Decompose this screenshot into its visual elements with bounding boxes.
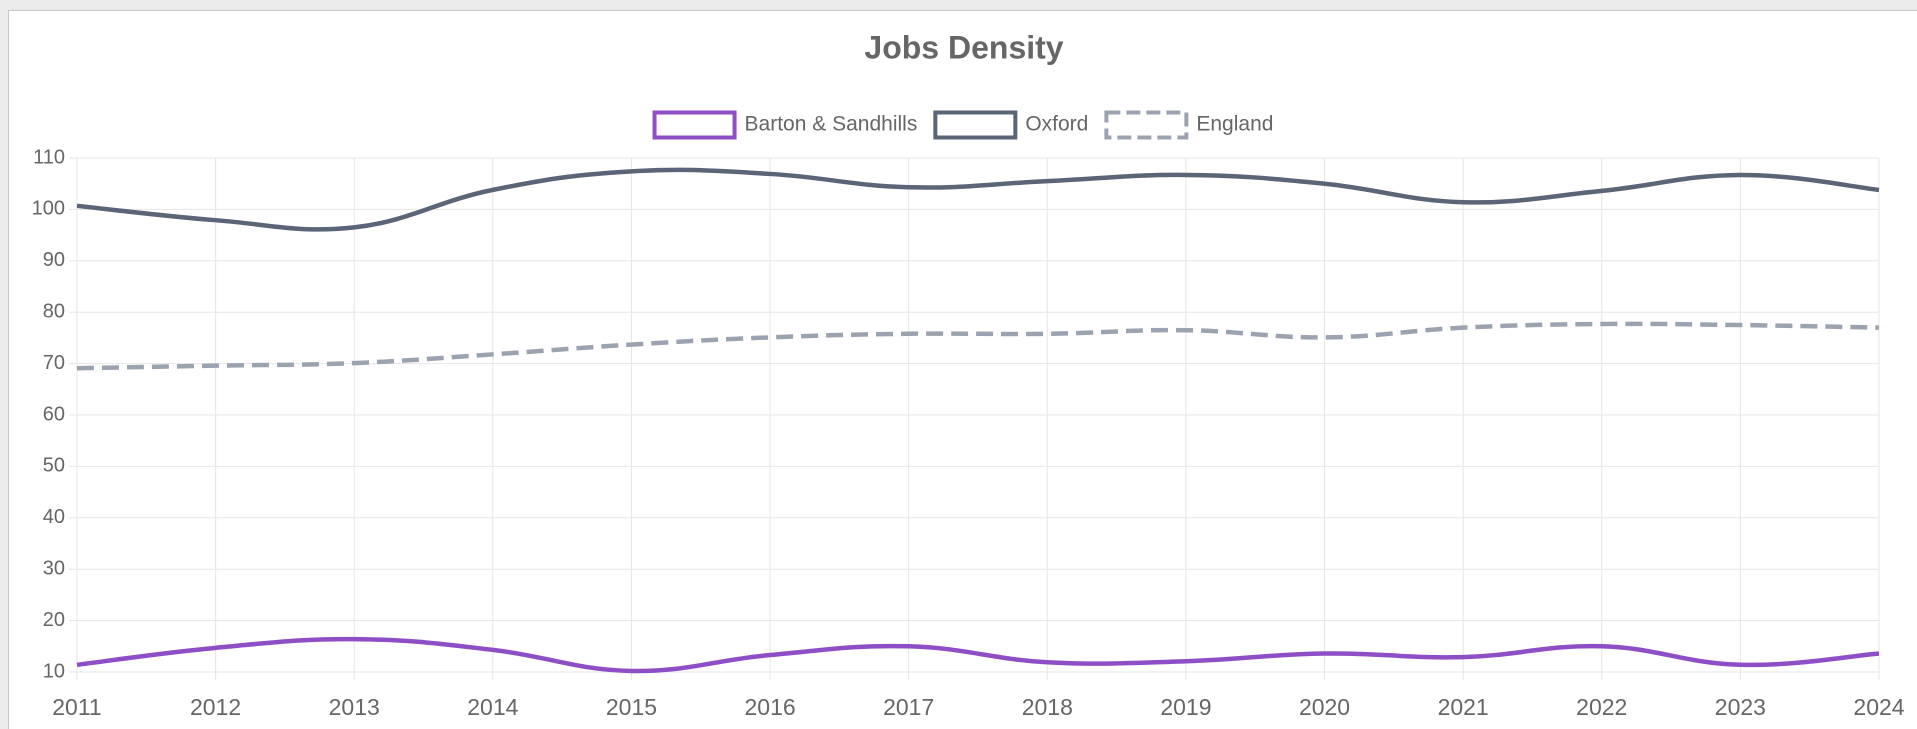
x-tick-label: 2011 <box>52 694 101 720</box>
y-tick-label: 110 <box>33 146 65 168</box>
y-tick-label: 100 <box>32 198 65 220</box>
series-line <box>76 321 1880 371</box>
legend-label: Oxford <box>1025 113 1088 136</box>
y-tick-label: 80 <box>43 300 65 322</box>
y-tick-label: 10 <box>43 660 65 682</box>
chart-title: Jobs Density <box>864 29 1063 65</box>
legend-label: England <box>1196 113 1273 136</box>
x-tick-label: 2020 <box>1299 694 1350 720</box>
series-line <box>76 167 1880 232</box>
x-tick-label: 2018 <box>1022 694 1073 720</box>
x-tick-label: 2024 <box>1853 694 1904 720</box>
x-tick-label: 2023 <box>1715 694 1766 720</box>
y-tick-label: 70 <box>43 352 65 374</box>
x-tick-label: 2017 <box>883 694 934 720</box>
legend-swatch <box>1104 110 1189 140</box>
x-tick-label: 2014 <box>467 694 518 720</box>
x-tick-label: 2021 <box>1438 694 1489 720</box>
y-tick-label: 90 <box>43 249 65 271</box>
x-tick-label: 2022 <box>1576 694 1627 720</box>
legend-label: Barton & Sandhills <box>745 113 918 136</box>
y-tick-label: 40 <box>43 506 65 528</box>
x-tick-label: 2016 <box>744 694 795 720</box>
y-tick-label: 30 <box>43 557 65 579</box>
y-tick-label: 60 <box>43 403 65 425</box>
x-tick-label: 2019 <box>1160 694 1211 720</box>
series-line <box>76 636 1880 674</box>
x-tick-label: 2013 <box>329 694 380 720</box>
y-tick-label: 20 <box>43 609 65 631</box>
x-tick-label: 2015 <box>606 694 657 720</box>
legend-swatch <box>933 110 1018 140</box>
x-tick-label: 2012 <box>190 694 241 720</box>
legend-swatch <box>652 110 737 140</box>
y-tick-label: 50 <box>43 455 65 477</box>
